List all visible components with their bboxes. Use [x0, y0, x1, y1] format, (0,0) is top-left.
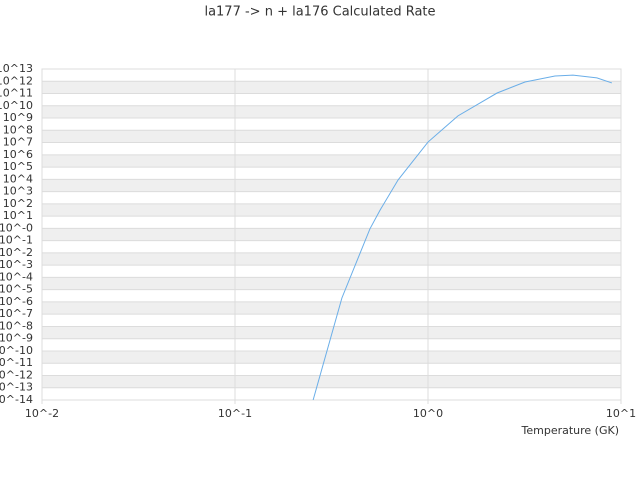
y-tick-label: 10^-3 — [0, 258, 33, 271]
grid-band — [42, 154, 621, 168]
y-tick-label: 10^10 — [0, 99, 33, 112]
y-tick-label: 10^1 — [3, 209, 33, 222]
grid-band — [42, 203, 621, 217]
y-tick-label: 10^-14 — [0, 393, 33, 406]
y-tick-label: 10^6 — [3, 148, 33, 161]
x-tick-label: 10^0 — [413, 407, 443, 420]
y-tick-label: 10^7 — [3, 136, 33, 149]
x-tick-label: 10^1 — [606, 407, 636, 420]
y-tick-label: 10^-5 — [0, 283, 33, 296]
y-tick-label: 10^8 — [3, 123, 33, 136]
y-tick-label: 10^-13 — [0, 381, 33, 394]
y-tick-label: 10^-8 — [0, 319, 33, 332]
y-tick-label: 10^-2 — [0, 246, 33, 259]
y-tick-label: 10^-0 — [0, 221, 33, 234]
chart-title: la177 -> n + la176 Calculated Rate — [204, 5, 435, 20]
y-tick-label: 10^-4 — [0, 270, 33, 283]
y-tick-label: 10^-9 — [0, 332, 33, 345]
y-tick-label: 10^13 — [0, 62, 33, 75]
y-tick-label: 10^-6 — [0, 295, 33, 308]
grid-band — [42, 179, 621, 192]
x-tick-label: 10^-1 — [218, 407, 252, 420]
grid-band — [42, 375, 621, 388]
y-tick-label: 10^-7 — [0, 307, 33, 320]
grid-band — [42, 252, 621, 266]
y-tick-label: 10^3 — [3, 185, 33, 198]
x-tick-label: 10^-2 — [25, 407, 59, 420]
y-tick-label: 10^-12 — [0, 368, 33, 381]
grid-band — [42, 350, 621, 364]
grid-band — [42, 301, 621, 315]
grid-band — [42, 326, 621, 339]
y-tick-label: 10^2 — [3, 197, 33, 210]
y-tick-label: 10^9 — [3, 111, 33, 124]
grid-band — [42, 228, 621, 241]
data-line — [312, 74, 613, 400]
grid-band — [42, 277, 621, 290]
grid-band — [42, 105, 621, 119]
y-tick-label: 10^-1 — [0, 234, 33, 247]
y-tick-label: 10^-11 — [0, 356, 33, 369]
grid-band — [42, 81, 621, 94]
y-tick-label: 10^11 — [0, 87, 33, 100]
y-tick-label: 10^5 — [3, 160, 33, 173]
x-axis-label: Temperature (GK) — [521, 424, 620, 437]
y-tick-label: 10^4 — [3, 172, 33, 185]
plot-frame — [41, 68, 622, 401]
y-tick-label: 10^12 — [0, 74, 33, 87]
y-tick-label: 10^-10 — [0, 344, 33, 357]
grid-band — [42, 130, 621, 143]
